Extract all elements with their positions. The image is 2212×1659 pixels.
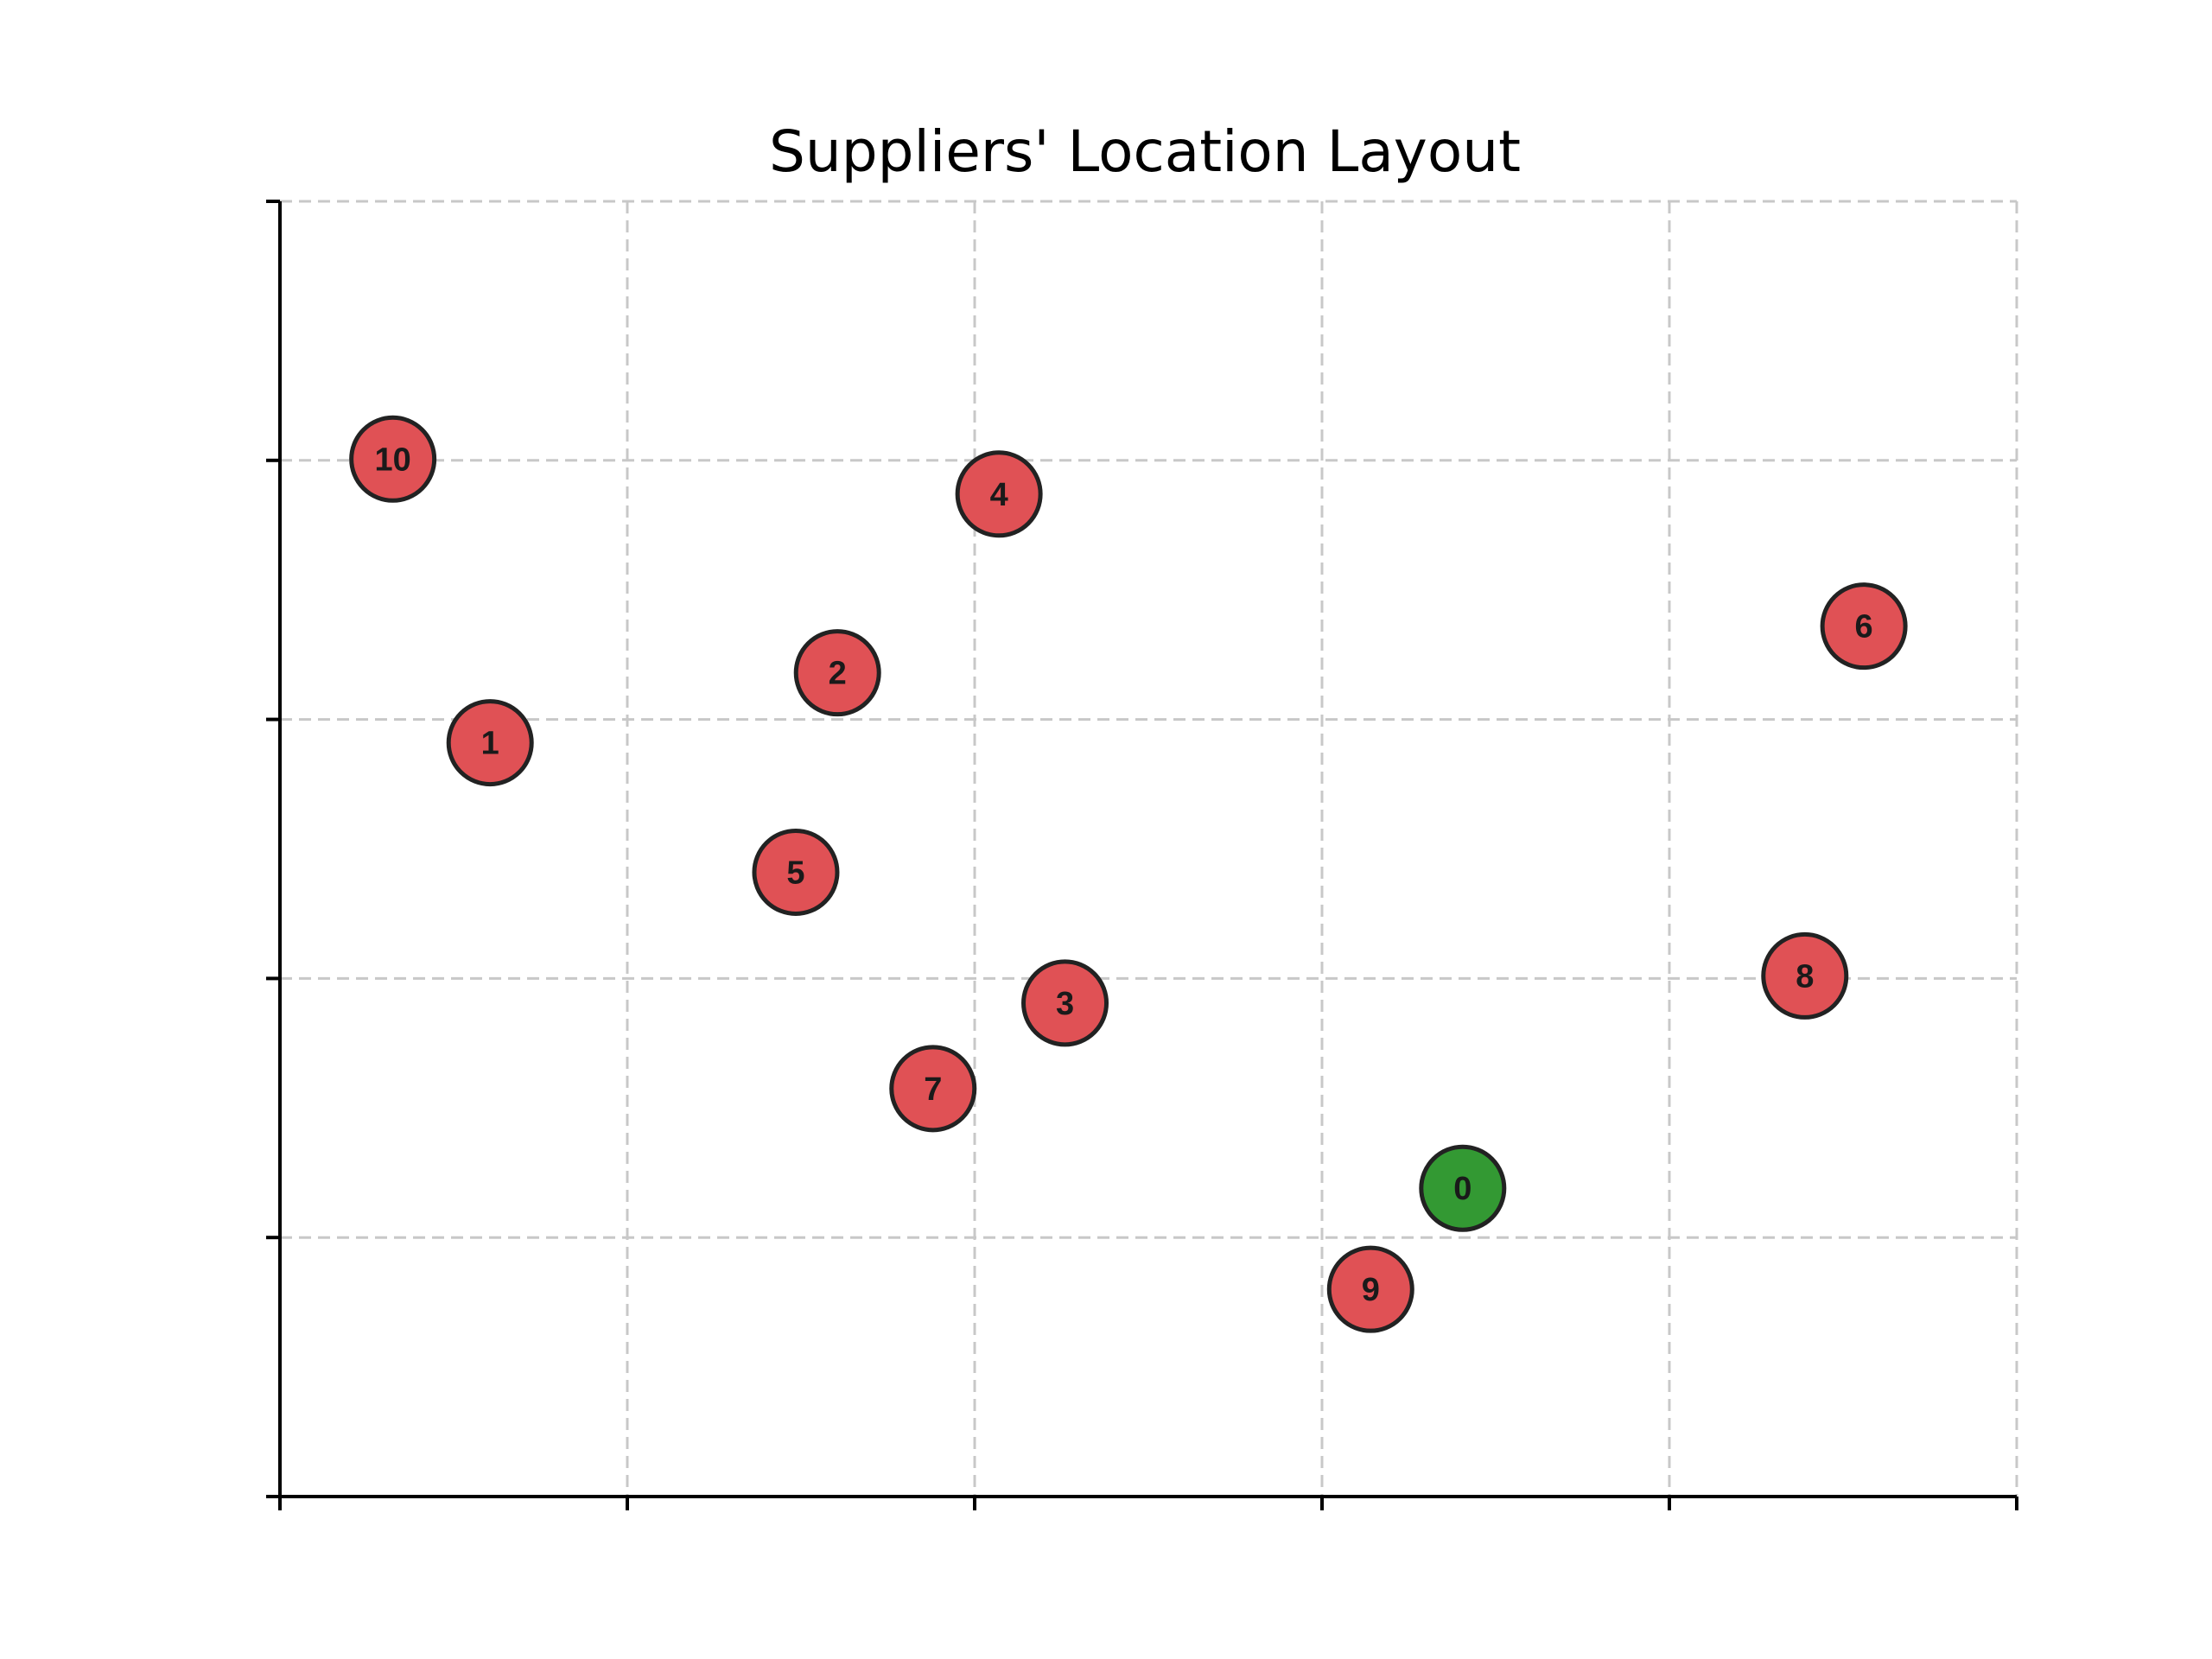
point-marker-1: [446, 699, 534, 787]
axes: [266, 200, 2018, 1510]
grid: [280, 200, 2018, 1497]
point-label-10: 10: [375, 442, 411, 478]
point-label-2: 2: [829, 656, 847, 692]
supplier-point-1: 1: [446, 699, 534, 787]
point-marker-7: [889, 1045, 977, 1133]
depot-point-0: 0: [1419, 1144, 1507, 1232]
point-marker-10: [349, 415, 437, 503]
supplier-point-2: 2: [793, 629, 881, 717]
point-marker-6: [1820, 582, 1908, 671]
point-marker-8: [1761, 931, 1849, 1020]
supplier-point-10: 10: [349, 415, 437, 503]
supplier-point-8: 8: [1761, 931, 1849, 1020]
point-marker-0: [1419, 1144, 1507, 1232]
point-label-0: 0: [1453, 1171, 1471, 1207]
chart-title: Suppliers' Location Layout: [769, 118, 1521, 185]
point-marker-2: [793, 629, 881, 717]
point-label-9: 9: [1362, 1272, 1380, 1308]
supplier-point-3: 3: [1021, 959, 1109, 1047]
supplier-point-7: 7: [889, 1045, 977, 1133]
point-marker-4: [955, 450, 1043, 538]
point-label-4: 4: [990, 477, 1008, 513]
point-label-5: 5: [786, 855, 804, 891]
point-marker-9: [1326, 1245, 1414, 1333]
point-label-8: 8: [1796, 958, 1814, 995]
point-label-3: 3: [1056, 986, 1074, 1022]
point-label-7: 7: [924, 1071, 942, 1108]
supplier-point-4: 4: [955, 450, 1043, 538]
point-marker-5: [752, 828, 840, 916]
point-label-6: 6: [1855, 609, 1873, 645]
point-marker-3: [1021, 959, 1109, 1047]
data-points: 0 1 2 3 4 5 6 7 8 9 10: [349, 415, 1908, 1333]
supplier-point-9: 9: [1326, 1245, 1414, 1333]
point-label-1: 1: [481, 726, 499, 762]
supplier-point-6: 6: [1820, 582, 1908, 671]
supplier-point-5: 5: [752, 828, 840, 916]
